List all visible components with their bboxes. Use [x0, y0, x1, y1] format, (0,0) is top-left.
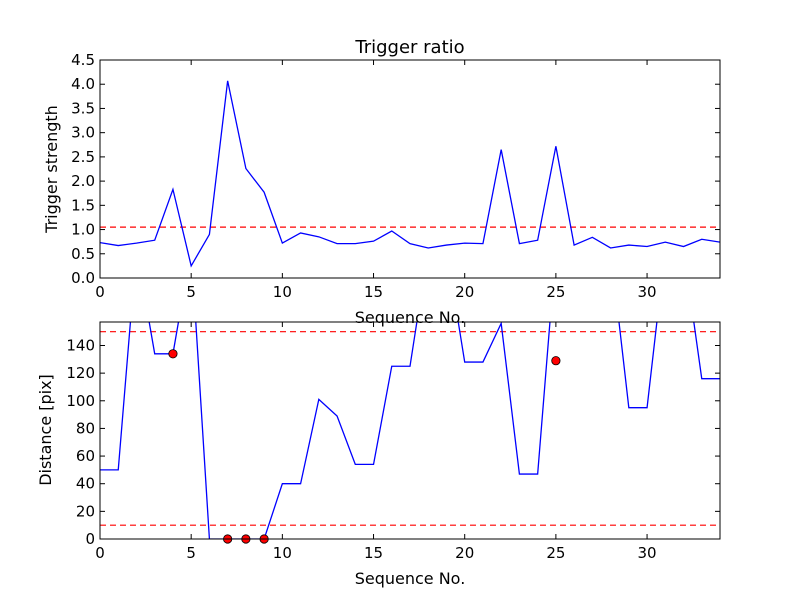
bottom-xtick-label: 25 — [546, 544, 565, 562]
top-ytick-label: 0.0 — [71, 269, 95, 287]
top-axes-frame — [99, 59, 721, 279]
bottom-ticks: 0 5 10 15 20 25 30 0 20 40 60 80 100 120 140 — [66, 322, 720, 562]
top-xlabel: Sequence No. — [355, 308, 466, 327]
bottom-ytick-label: 100 — [66, 392, 95, 410]
top-ytick-label: 0.5 — [71, 245, 95, 263]
bottom-xtick-label: 15 — [364, 544, 383, 562]
bottom-ytick-label: 60 — [76, 447, 95, 465]
bottom-xlabel: Sequence No. — [355, 569, 466, 588]
bottom-xtick-label: 0 — [95, 544, 105, 562]
top-ytick-label: 4.0 — [71, 75, 95, 93]
top-ytick-label: 1.0 — [71, 221, 95, 239]
bottom-plot-area — [100, 322, 720, 539]
top-xtick-label: 30 — [638, 283, 657, 301]
bottom-ylabel: Distance [pix] — [36, 374, 55, 486]
top-xtick-label: 5 — [186, 283, 196, 301]
top-series-line — [100, 80, 720, 268]
top-chart: Trigger ratio 0 5 10 15 20 25 30 0.0 0.5 1.0 1.5 2.… — [42, 37, 721, 327]
bottom-xtick-label: 30 — [638, 544, 657, 562]
top-xtick-label: 15 — [364, 283, 383, 301]
bottom-xtick-label: 5 — [186, 544, 196, 562]
top-xtick-label: 25 — [546, 283, 565, 301]
bottom-ytick-label: 20 — [76, 502, 95, 520]
top-xtick-label: 20 — [455, 283, 474, 301]
bottom-axes-frame — [99, 321, 721, 540]
top-chart-title: Trigger ratio — [354, 37, 464, 58]
bottom-chart: 0 5 10 15 20 25 30 0 20 40 60 80 100 120 140 Sequence … — [36, 321, 721, 588]
top-ytick-label: 4.5 — [71, 51, 95, 69]
top-ytick-label: 2.0 — [71, 172, 95, 190]
bottom-ytick-label: 120 — [66, 364, 95, 382]
bottom-series-line — [100, 322, 720, 539]
bottom-ytick-label: 40 — [76, 475, 95, 493]
top-xtick-label: 0 — [95, 283, 105, 301]
top-ytick-label: 3.0 — [71, 124, 95, 142]
bottom-ytick-label: 140 — [66, 336, 95, 354]
bottom-data-point — [168, 349, 178, 359]
bottom-xtick-label: 10 — [273, 544, 292, 562]
top-xtick-label: 10 — [273, 283, 292, 301]
bottom-ytick-label: 0 — [85, 530, 95, 548]
top-ytick-label: 1.5 — [71, 196, 95, 214]
top-plot-area — [100, 80, 720, 268]
top-ticks: 0 5 10 15 20 25 30 0.0 0.5 1.0 1.5 2.0 2.5 3.0 3.5 4.0 4… — [71, 51, 720, 301]
bottom-ytick-label: 80 — [76, 419, 95, 437]
top-ytick-label: 3.5 — [71, 99, 95, 117]
top-ylabel: Trigger strength — [42, 105, 61, 234]
bottom-data-point — [551, 356, 561, 366]
top-ytick-label: 2.5 — [71, 148, 95, 166]
bottom-xtick-label: 20 — [455, 544, 474, 562]
